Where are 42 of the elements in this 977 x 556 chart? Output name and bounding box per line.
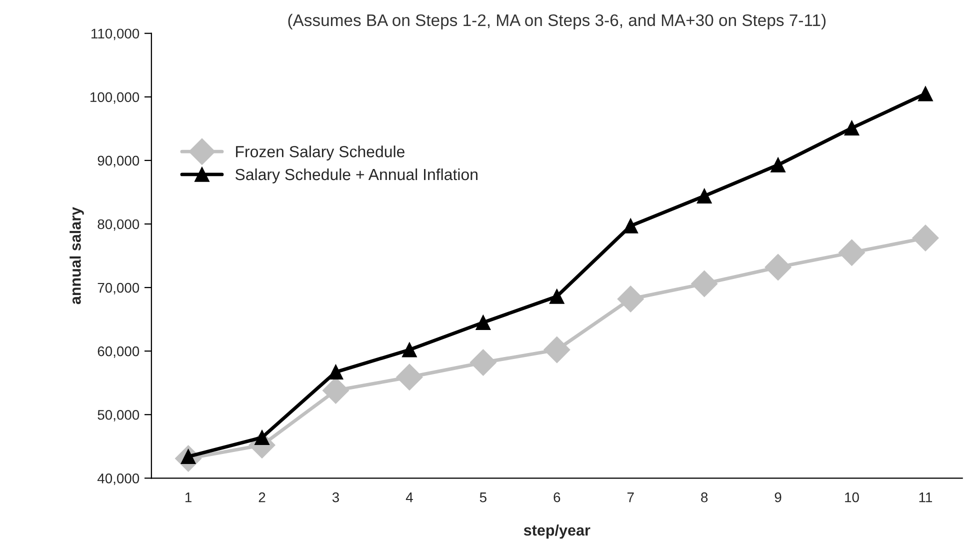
point	[544, 336, 570, 364]
y-tick-label: 110,000	[92, 28, 140, 40]
x-tick-label: 6	[554, 492, 560, 502]
y-tick-label: 50,000	[98, 410, 140, 422]
point	[328, 364, 344, 380]
point	[691, 270, 718, 298]
point	[696, 188, 712, 204]
point	[470, 349, 496, 376]
point	[396, 364, 423, 390]
x-tick-label: 9	[774, 492, 782, 502]
point	[254, 430, 270, 445]
x-tick-label: 8	[701, 492, 708, 502]
point	[549, 288, 564, 304]
y-tick-label: 100,000	[90, 92, 140, 104]
point	[764, 254, 792, 280]
y-tick-label: 80,000	[98, 219, 140, 231]
point	[838, 239, 866, 266]
x-tick-label: 10	[845, 492, 859, 502]
chart-subtitle: (Assumes BA on Steps 1-2, MA on Steps 3-6, and MA+30 on Steps 7-11)	[288, 14, 826, 30]
x-tick-label: 3	[332, 492, 339, 502]
point	[770, 157, 786, 172]
x-tick-label: 5	[480, 492, 486, 502]
x-tick-label: 1	[185, 492, 192, 502]
x-axis-title: step/year	[524, 524, 590, 539]
x-tick-label: 11	[919, 492, 932, 502]
y-tick-label: 40,000	[97, 473, 140, 485]
x-tick-label: 7	[627, 492, 634, 502]
point	[476, 315, 491, 330]
legend-label: Salary Schedule + Annual Inflation	[235, 168, 478, 184]
point	[918, 86, 933, 102]
x-tick-label: 2	[258, 492, 266, 502]
point	[844, 120, 860, 136]
legend-label: Frozen Salary Schedule	[236, 146, 404, 160]
x-tick-label: 4	[406, 492, 413, 502]
y-axis-title: annual salary	[70, 207, 84, 304]
point	[617, 286, 644, 312]
y-tick-label: 70,000	[98, 282, 140, 294]
point	[912, 224, 939, 252]
y-tick-label: 60,000	[98, 346, 140, 358]
point	[623, 218, 638, 234]
y-tick-label: 90,000	[98, 156, 140, 168]
point	[402, 342, 417, 358]
